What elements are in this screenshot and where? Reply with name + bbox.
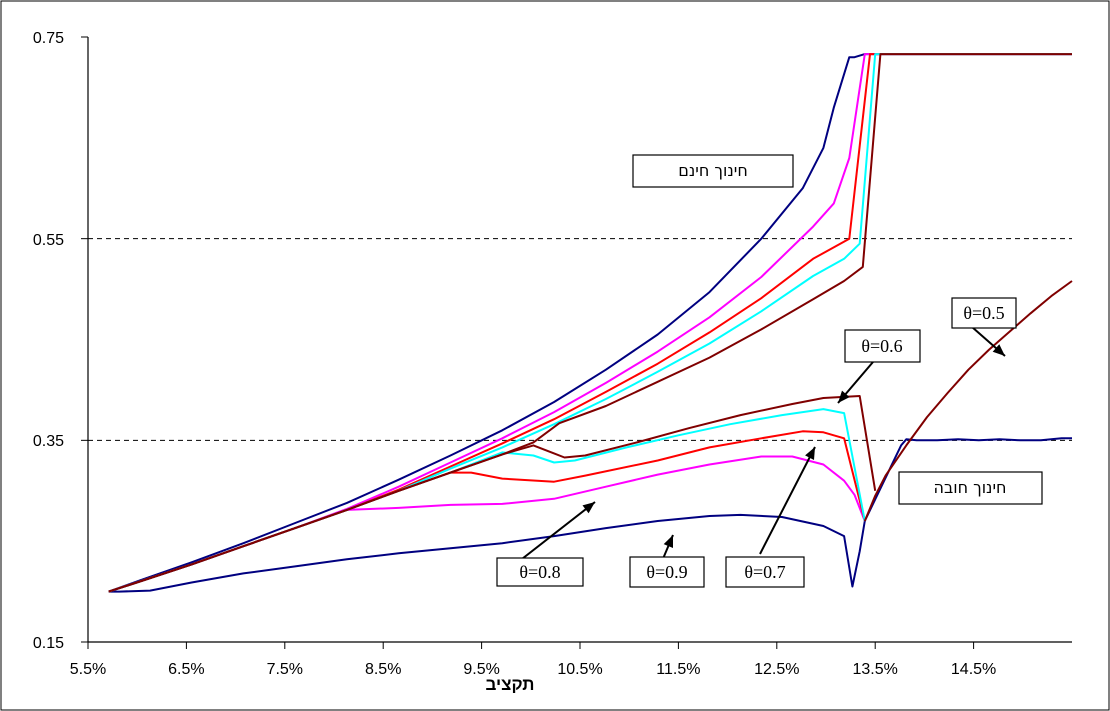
label-box xyxy=(629,556,705,588)
x-tick-9: 13.5% xyxy=(853,642,898,678)
label-theta-0.6: θ=0.6 xyxy=(844,329,921,363)
label-theta-0.9: θ=0.9 xyxy=(629,556,705,588)
label-compulsory-education: חינוך חובה xyxy=(898,471,1043,505)
arrowhead xyxy=(805,447,815,460)
label-box xyxy=(898,471,1043,505)
x-tick-label: 13.5% xyxy=(853,661,898,678)
x-tick-label: 6.5% xyxy=(168,661,204,678)
series-line-2 xyxy=(108,53,1072,593)
label-free-education: חינוך חינם xyxy=(632,154,794,188)
x-tick-4: 8.5% xyxy=(365,642,401,678)
series-line-10 xyxy=(108,53,1072,593)
label-text: θ=0.5 xyxy=(963,303,1004,323)
label-text: θ=0.9 xyxy=(646,562,687,582)
annotation-arrows xyxy=(503,326,1006,574)
series-line-12 xyxy=(863,280,1073,522)
arrowhead xyxy=(838,390,850,403)
y-tick-label: 0.35 xyxy=(33,433,64,450)
x-tick-label: 14.5% xyxy=(951,661,996,678)
label-text: θ=0.8 xyxy=(519,562,560,582)
x-tick-6: 10.5% xyxy=(557,642,603,678)
label-theta-0.8: θ=0.8 xyxy=(496,557,584,587)
y-tick-3: 0.55 xyxy=(33,232,88,249)
series-line-11 xyxy=(863,437,1072,522)
x-tick-3: 7.5% xyxy=(267,642,303,678)
arrowhead xyxy=(663,535,673,548)
arrowhead xyxy=(992,344,1005,356)
x-tick-label: 11.5% xyxy=(656,661,700,678)
x-tick-label: 7.5% xyxy=(267,661,303,678)
x-tick-1: 5.5% xyxy=(70,642,106,678)
series-lines xyxy=(108,53,1073,593)
label-box xyxy=(632,154,794,188)
y-tick-label: 0.15 xyxy=(33,635,64,652)
y-tick-4: 0.75 xyxy=(33,30,88,47)
label-text: חינוך חינם xyxy=(678,161,748,180)
y-tick-1: 0.15 xyxy=(33,635,88,652)
label-theta-0.5: θ=0.5 xyxy=(951,297,1017,329)
x-tick-label: 9.5% xyxy=(463,661,499,678)
series-line-1 xyxy=(108,513,866,593)
x-tick-7: 11.5% xyxy=(656,642,700,678)
arrowhead xyxy=(582,502,595,514)
x-tick-label: 12.5% xyxy=(754,661,799,678)
label-theta-0.7: θ=0.7 xyxy=(725,556,805,588)
arrow-theta-0.7 xyxy=(759,446,816,555)
x-tick-label: 8.5% xyxy=(365,661,401,678)
label-box xyxy=(725,556,805,588)
x-tick-8: 12.5% xyxy=(754,642,799,678)
x-tick-label: 5.5% xyxy=(70,661,106,678)
x-tick-label: 10.5% xyxy=(557,661,602,678)
x-tick-10: 14.5% xyxy=(951,642,996,678)
label-box xyxy=(496,557,584,587)
x-axis-title: תקציב xyxy=(486,675,535,694)
label-text: θ=0.7 xyxy=(744,562,785,582)
tick-labels: 5.5% 6.5% 7.5% 8.5% 9.5% 10.5% xyxy=(33,30,996,678)
label-text: θ=0.6 xyxy=(861,336,902,356)
label-box xyxy=(951,297,1017,329)
y-tick-label: 0.75 xyxy=(33,30,64,47)
label-boxes: חינוך חינם חינוך חובה θ=0.5 θ=0.6 θ=0.7 … xyxy=(496,154,1043,588)
label-text: חינוך חובה xyxy=(934,478,1007,497)
y-tick-2: 0.35 xyxy=(33,433,88,450)
label-box xyxy=(844,329,921,363)
x-tick-5: 9.5% xyxy=(463,642,500,678)
x-tick-2: 6.5% xyxy=(168,642,205,678)
y-tick-label: 0.55 xyxy=(33,232,64,249)
